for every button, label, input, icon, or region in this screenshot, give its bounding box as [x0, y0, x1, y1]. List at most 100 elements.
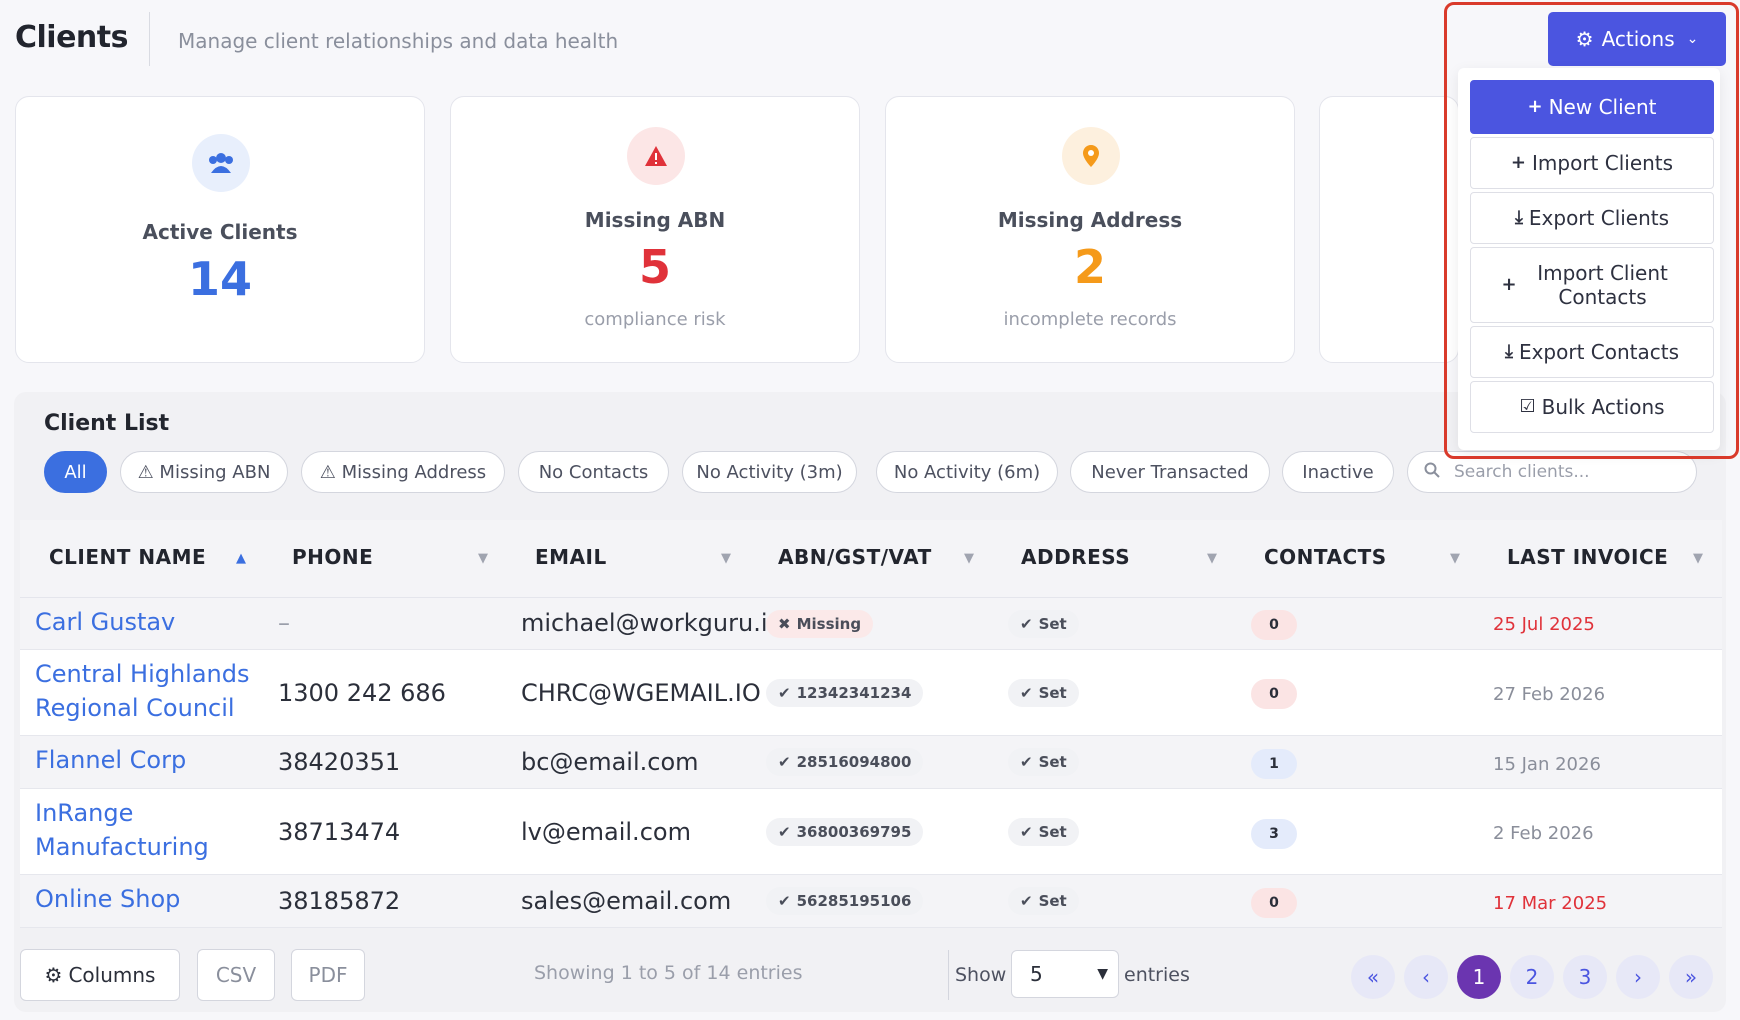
- email-cell: michael@workguru.ic: [521, 609, 781, 637]
- column-header-address[interactable]: ADDRESS: [1021, 545, 1131, 569]
- client-name-link[interactable]: Carl Gustav: [35, 608, 176, 636]
- new-client-menu-item[interactable]: + New Client: [1470, 80, 1714, 134]
- menu-item-label: Import Clients: [1532, 151, 1674, 175]
- sort-icon[interactable]: ▼: [721, 551, 731, 566]
- sort-icon[interactable]: ▼: [1207, 551, 1217, 566]
- address-status-badge: ✔ Set: [1008, 679, 1079, 707]
- address-value: Set: [1038, 892, 1067, 910]
- x-icon: ✖: [778, 615, 791, 633]
- download-icon: ⤓: [1504, 341, 1513, 362]
- phone-cell: 1300 242 686: [278, 679, 446, 707]
- check-icon: ✔: [778, 892, 791, 910]
- active-clients-card[interactable]: Active Clients 14: [15, 96, 425, 363]
- import-clients-menu-item[interactable]: + Import Clients: [1470, 137, 1714, 189]
- page-header: Clients Manage client relationships and …: [0, 0, 1740, 80]
- check-icon: ✔: [1020, 892, 1033, 910]
- bulk-actions-menu-item[interactable]: ☑ Bulk Actions: [1470, 381, 1714, 433]
- check-icon: ✔: [1020, 684, 1033, 702]
- next-page-button[interactable]: ›: [1616, 955, 1660, 999]
- check-icon: ✔: [1020, 753, 1033, 771]
- check-icon: ✔: [778, 823, 791, 841]
- sort-icon[interactable]: ▼: [964, 551, 974, 566]
- page-button-3[interactable]: 3: [1563, 955, 1607, 999]
- page-title: Clients: [15, 20, 128, 55]
- column-header-phone[interactable]: PHONE: [292, 545, 374, 569]
- email-cell: bc@email.com: [521, 748, 699, 776]
- abn-missing-badge: ✖ Missing: [766, 610, 874, 638]
- sort-icon[interactable]: ▼: [478, 551, 488, 566]
- client-name-link[interactable]: Online Shop: [35, 885, 181, 913]
- download-icon: ⤓: [1514, 207, 1523, 228]
- prev-page-button[interactable]: ‹: [1404, 955, 1448, 999]
- abn-badge: ✔ 12342341234: [766, 679, 924, 707]
- sort-icon[interactable]: ▼: [1450, 551, 1460, 566]
- client-name-link[interactable]: Flannel Corp: [35, 746, 187, 774]
- last-invoice-date: 2 Feb 2026: [1493, 823, 1594, 844]
- missing-address-card[interactable]: Missing Address 2 incomplete records: [885, 96, 1295, 363]
- phone-cell: 38713474: [278, 818, 401, 846]
- client-name-link[interactable]: Central Highlands Regional Council: [35, 660, 250, 722]
- column-header-client-name[interactable]: CLIENT NAME: [49, 545, 207, 569]
- map-pin-icon: [1062, 127, 1120, 185]
- address-value: Set: [1038, 684, 1067, 702]
- filter-no-activity-3m[interactable]: No Activity (3m): [682, 451, 857, 493]
- client-name-link[interactable]: InRange Manufacturing: [35, 799, 209, 861]
- first-page-button[interactable]: «: [1351, 955, 1395, 999]
- menu-item-label: Import Client Contacts: [1537, 261, 1668, 309]
- export-clients-menu-item[interactable]: ⤓ Export Clients: [1470, 192, 1714, 244]
- actions-button[interactable]: ⚙ Actions ⌄: [1548, 12, 1726, 66]
- filter-missing-address[interactable]: ⚠ Missing Address: [301, 451, 505, 493]
- table-info: Showing 1 to 5 of 14 entries: [534, 962, 803, 984]
- plus-icon: +: [1527, 96, 1543, 117]
- search-box[interactable]: [1407, 451, 1697, 493]
- stat-card-partial[interactable]: [1319, 96, 1459, 363]
- entries-label: entries: [1124, 964, 1190, 986]
- card-value: 5: [638, 240, 671, 294]
- page-button-1[interactable]: 1: [1457, 955, 1501, 999]
- footer-divider: [948, 950, 949, 1000]
- search-input[interactable]: [1454, 462, 1684, 482]
- filter-no-activity-6m[interactable]: No Activity (6m): [876, 451, 1058, 493]
- address-status-badge: ✔ Set: [1008, 887, 1079, 915]
- card-label: Active Clients: [142, 220, 298, 244]
- columns-button[interactable]: ⚙ Columns: [20, 949, 180, 1001]
- abn-badge: ✔ 28516094800: [766, 748, 924, 776]
- filter-missing-abn[interactable]: ⚠ Missing ABN: [120, 451, 288, 493]
- page-size-select[interactable]: 5 ▼: [1011, 950, 1119, 998]
- export-contacts-menu-item[interactable]: ⤓ Export Contacts: [1470, 326, 1714, 378]
- check-icon: ✔: [778, 753, 791, 771]
- sort-icon[interactable]: ▼: [1693, 551, 1703, 566]
- address-value: Set: [1038, 753, 1067, 771]
- filter-no-contacts[interactable]: No Contacts: [518, 451, 669, 493]
- last-invoice-date: 25 Jul 2025: [1493, 614, 1595, 635]
- phone-cell: 38185872: [278, 887, 401, 915]
- contacts-count: 0: [1251, 888, 1297, 918]
- address-value: Set: [1038, 615, 1067, 633]
- plus-icon: +: [1510, 152, 1527, 173]
- card-value: 2: [1073, 240, 1106, 294]
- contacts-count: 0: [1251, 610, 1297, 640]
- filter-inactive[interactable]: Inactive: [1282, 451, 1394, 493]
- menu-item-label: Export Clients: [1528, 206, 1670, 230]
- contacts-count: 0: [1251, 679, 1297, 709]
- last-invoice-date: 17 Mar 2025: [1493, 893, 1608, 914]
- column-header-last-invoice[interactable]: LAST INVOICE: [1507, 545, 1669, 569]
- check-icon: ✔: [1020, 823, 1033, 841]
- filter-never-transacted[interactable]: Never Transacted: [1070, 451, 1270, 493]
- card-value: 14: [187, 252, 252, 306]
- page-button-2[interactable]: 2: [1510, 955, 1554, 999]
- menu-item-label: Export Contacts: [1518, 340, 1680, 364]
- csv-button[interactable]: CSV: [197, 949, 275, 1001]
- menu-item-label: New Client: [1548, 95, 1657, 119]
- plus-icon: +: [1501, 274, 1517, 295]
- last-invoice-date: 15 Jan 2026: [1493, 754, 1601, 775]
- sort-asc-icon[interactable]: ▲: [236, 551, 246, 566]
- last-page-button[interactable]: »: [1669, 955, 1713, 999]
- pdf-button[interactable]: PDF: [291, 949, 365, 1001]
- filter-all[interactable]: All: [44, 451, 107, 493]
- missing-abn-card[interactable]: Missing ABN 5 compliance risk: [450, 96, 860, 363]
- column-header-abn[interactable]: ABN/GST/VAT: [778, 545, 932, 569]
- column-header-contacts[interactable]: CONTACTS: [1264, 545, 1387, 569]
- import-client-contacts-menu-item[interactable]: + Import Client Contacts: [1470, 247, 1714, 323]
- column-header-email[interactable]: EMAIL: [535, 545, 607, 569]
